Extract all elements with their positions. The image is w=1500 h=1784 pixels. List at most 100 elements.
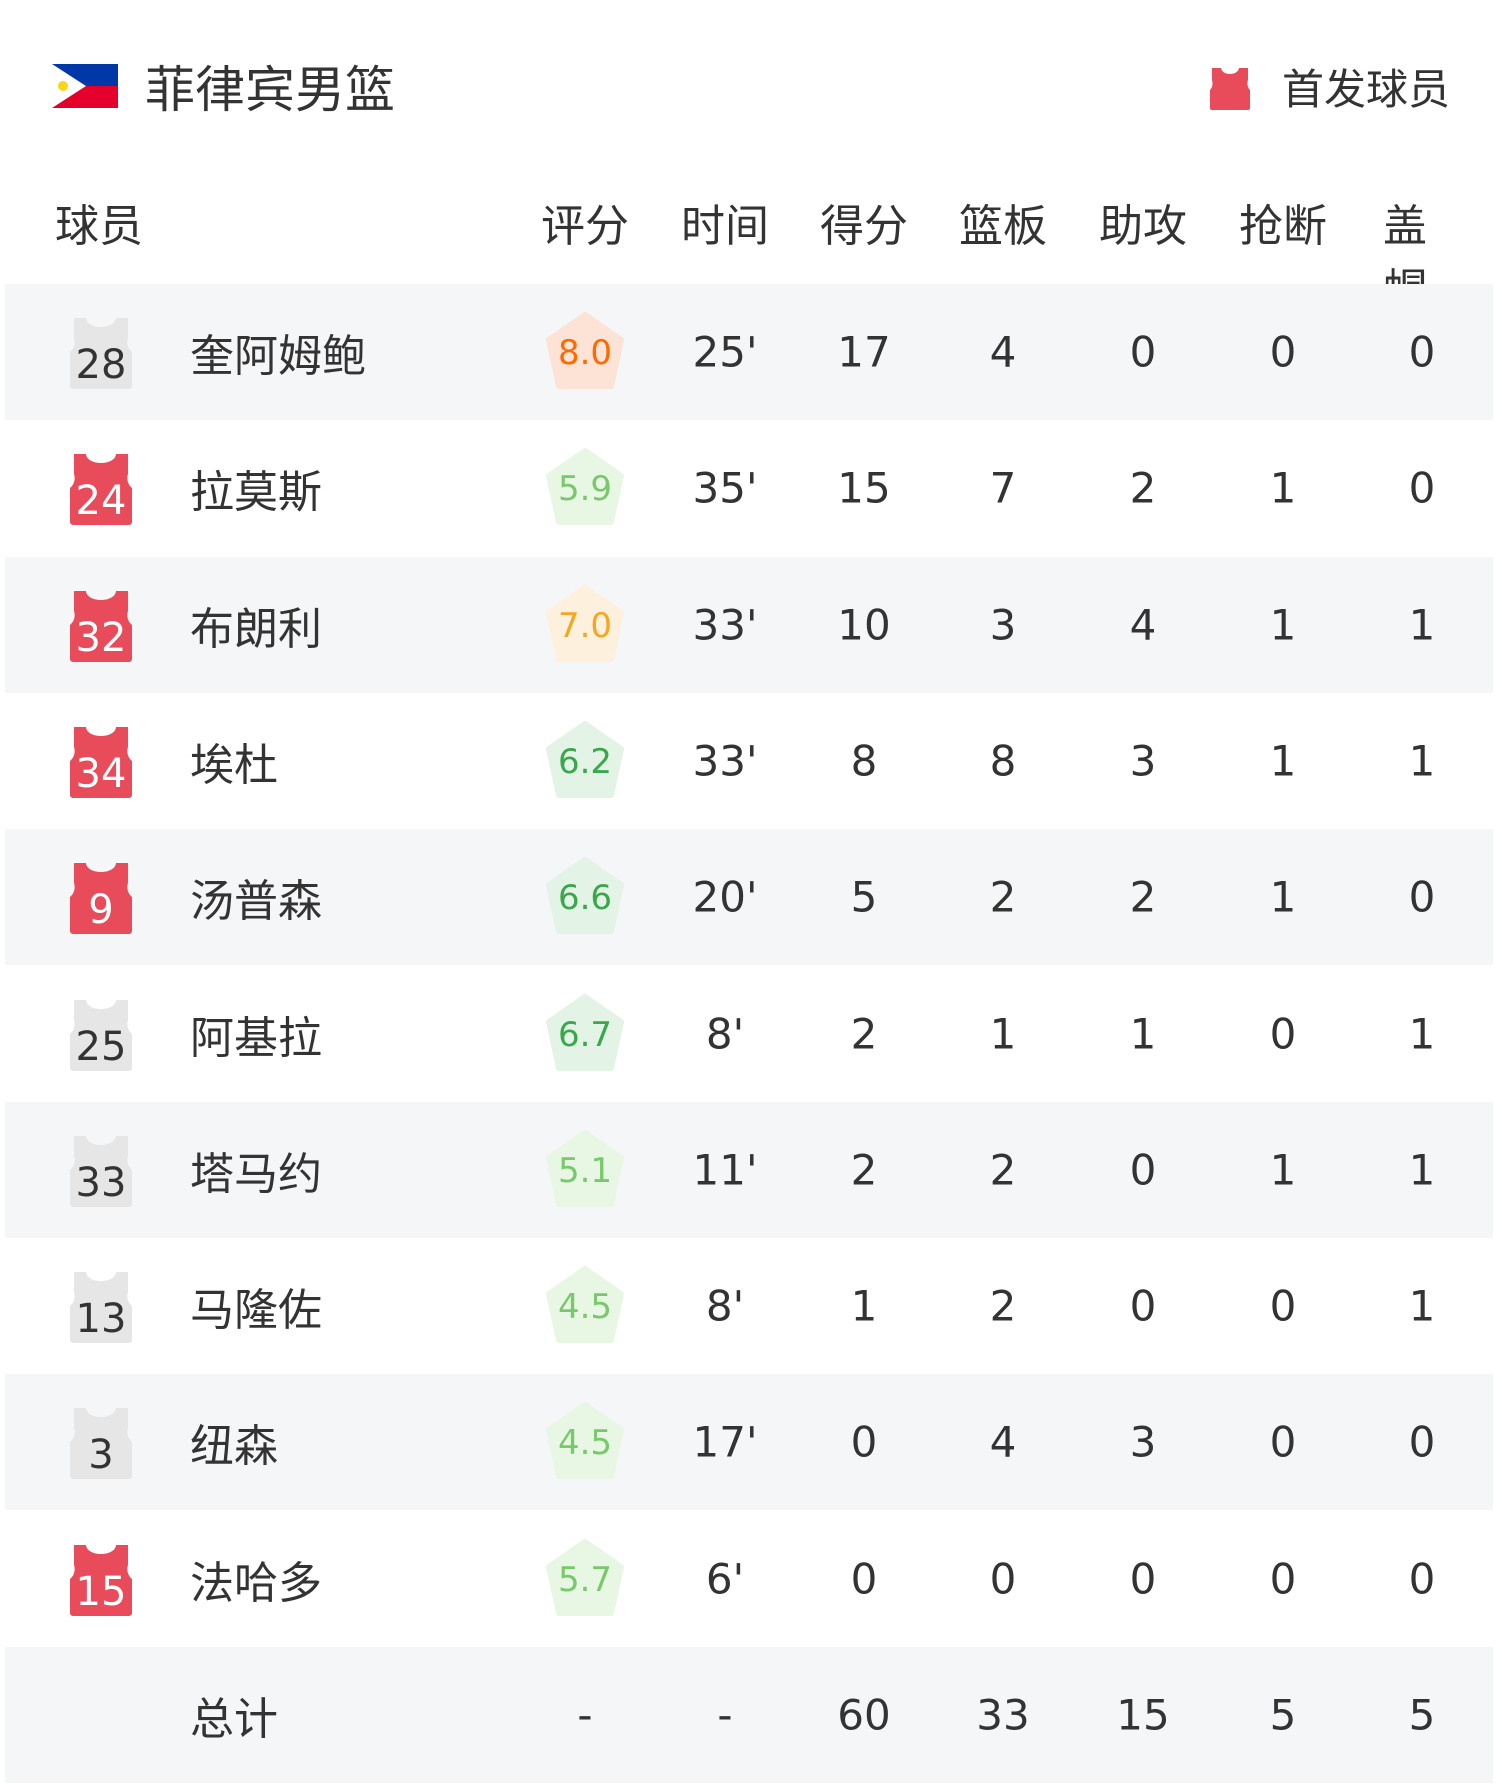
player-name[interactable]: 拉莫斯 <box>190 467 322 519</box>
total-row[interactable]: 总计 - - 60 33 15 5 5 <box>5 1647 1493 1783</box>
jersey-icon <box>70 726 132 798</box>
jersey-icon <box>70 318 132 389</box>
stat-reb: 8 <box>989 736 1017 786</box>
pentagon-badge-icon <box>546 1538 624 1616</box>
col-points: 得分 <box>820 201 908 252</box>
jersey-number: 9 <box>66 861 136 935</box>
stat-ast: 0 <box>1129 1554 1157 1604</box>
col-rating: 评分 <box>541 201 629 252</box>
table-header: 球员 评分 时间 得分 篮板 助攻 抢断 盖帽 <box>0 190 1500 316</box>
jersey-number: 13 <box>66 1270 136 1344</box>
player-name[interactable]: 纽森 <box>190 1421 278 1473</box>
stat-time: 33' <box>692 736 758 786</box>
total-label: 总计 <box>190 1694 278 1745</box>
stat-blk: 0 <box>1408 872 1436 922</box>
table-row[interactable]: 9 汤普森 6.6 20' 5 2 2 1 0 <box>5 829 1493 966</box>
philippines-flag-icon <box>52 64 118 108</box>
stat-reb: 2 <box>989 872 1017 922</box>
stat-stl: 1 <box>1269 600 1297 650</box>
stat-stl: 0 <box>1269 1554 1297 1604</box>
stat-reb: 4 <box>989 1417 1017 1467</box>
jersey-icon <box>70 1544 132 1616</box>
jersey-icon <box>70 590 132 662</box>
stat-blk: 1 <box>1408 736 1436 786</box>
stat-reb: 0 <box>989 1554 1017 1604</box>
rating-badge: 5.1 <box>545 1129 625 1210</box>
rating-badge: 8.0 <box>545 312 625 392</box>
pentagon-badge-icon <box>546 720 624 798</box>
team-name: 菲律宾男篮 <box>145 61 395 119</box>
player-name[interactable]: 汤普森 <box>190 876 322 928</box>
rating-badge: 4.5 <box>545 1402 625 1482</box>
table-row[interactable]: 28 奎阿姆鲍 8.0 25' 17 4 0 0 0 <box>5 284 1493 420</box>
stat-time: 11' <box>692 1145 758 1195</box>
stat-pts: 2 <box>850 1145 878 1195</box>
stat-reb: 4 <box>989 327 1017 377</box>
player-name[interactable]: 阿基拉 <box>190 1012 322 1064</box>
pentagon-badge-icon <box>546 584 624 662</box>
stat-time: 33' <box>692 600 758 650</box>
table-row[interactable]: 24 拉莫斯 5.9 35' 15 7 2 1 0 <box>5 420 1493 556</box>
jersey-icon <box>70 1408 132 1480</box>
jersey-number: 15 <box>66 1543 136 1617</box>
stat-blk: 5 <box>1408 1690 1436 1740</box>
stat-stl: 5 <box>1269 1690 1297 1740</box>
jersey-number: 28 <box>66 316 136 390</box>
col-assists: 助攻 <box>1099 201 1187 252</box>
rating-badge: 7.0 <box>545 584 625 665</box>
team-header: 菲律宾男篮 首发球员 <box>0 0 1500 170</box>
col-steals: 抢断 <box>1239 201 1327 252</box>
stat-blk: 1 <box>1408 1145 1436 1195</box>
stat-time: 20' <box>692 872 758 922</box>
stat-blk: 0 <box>1408 1417 1436 1467</box>
jersey-number: 32 <box>66 589 136 663</box>
stat-time: 8' <box>705 1009 745 1058</box>
player-name[interactable]: 法哈多 <box>190 1557 322 1609</box>
rating-badge: 6.6 <box>545 857 625 937</box>
stat-ast: 3 <box>1129 1417 1157 1467</box>
stat-pts: 15 <box>837 463 891 513</box>
stat-ast: 1 <box>1129 1009 1157 1058</box>
table-row[interactable]: 33 塔马约 5.1 11' 2 2 0 1 1 <box>5 1101 1493 1238</box>
stat-reb: 33 <box>976 1690 1030 1740</box>
stat-ast: 0 <box>1129 1145 1157 1195</box>
player-name[interactable]: 埃杜 <box>190 739 278 791</box>
table-row[interactable]: 25 阿基拉 6.7 8' 2 1 1 0 1 <box>5 966 1493 1102</box>
player-name[interactable]: 布朗利 <box>190 603 322 655</box>
stat-reb: 2 <box>989 1145 1017 1195</box>
legend-label: 首发球员 <box>1281 65 1450 114</box>
jersey-icon <box>70 454 132 526</box>
stat-pts: 0 <box>850 1554 878 1604</box>
stat-pts: 10 <box>837 600 891 650</box>
stat-blk: 1 <box>1408 1281 1436 1331</box>
pentagon-badge-icon <box>546 857 624 935</box>
rating-badge: 4.5 <box>545 1266 625 1346</box>
stat-ast: 0 <box>1129 327 1157 377</box>
stat-time: 25' <box>692 327 758 377</box>
rating-badge: 6.7 <box>545 993 625 1074</box>
col-time: 时间 <box>681 201 769 252</box>
jersey-icon <box>70 999 132 1071</box>
stat-ast: 3 <box>1129 736 1157 786</box>
stat-reb: 1 <box>989 1009 1017 1058</box>
stat-rating: - <box>577 1690 593 1740</box>
stat-blk: 1 <box>1408 600 1436 650</box>
pentagon-badge-icon <box>546 312 624 389</box>
table-row[interactable]: 13 马隆佐 4.5 8' 1 2 0 0 1 <box>5 1238 1493 1374</box>
table-row[interactable]: 34 埃杜 6.2 33' 8 8 3 1 1 <box>5 693 1493 829</box>
player-name[interactable]: 塔马约 <box>190 1148 322 1200</box>
table-row[interactable]: 3 纽森 4.5 17' 0 4 3 0 0 <box>5 1374 1493 1511</box>
stat-blk: 0 <box>1408 1554 1436 1604</box>
col-rebounds: 篮板 <box>959 201 1047 252</box>
stat-ast: 4 <box>1129 600 1157 650</box>
stat-stl: 0 <box>1269 1009 1297 1058</box>
table-row[interactable]: 15 法哈多 5.7 6' 0 0 0 0 0 <box>5 1511 1493 1647</box>
player-name[interactable]: 奎阿姆鲍 <box>190 331 366 382</box>
player-name[interactable]: 马隆佐 <box>190 1285 322 1337</box>
rating-badge: 5.7 <box>545 1538 625 1619</box>
stat-stl: 0 <box>1269 1281 1297 1331</box>
stat-time: - <box>717 1690 733 1740</box>
pentagon-badge-icon <box>546 993 624 1071</box>
table-row[interactable]: 32 布朗利 7.0 33' 10 3 4 1 1 <box>5 556 1493 693</box>
stat-pts: 60 <box>837 1690 891 1740</box>
